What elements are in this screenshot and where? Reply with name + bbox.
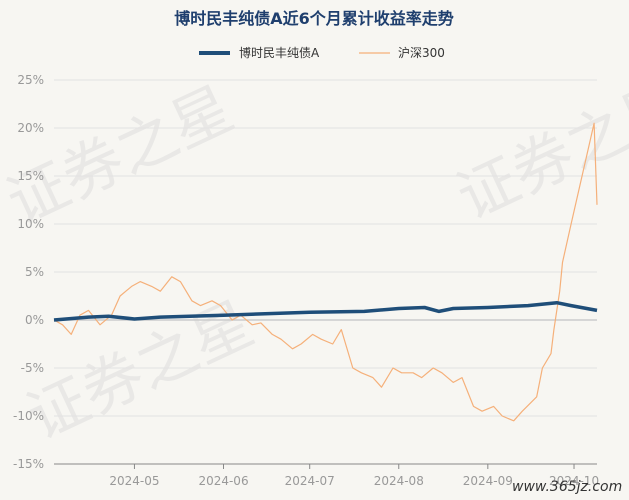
y-tick-label: 20% [17, 121, 44, 135]
legend-item-index[interactable]: 沪深300 [359, 46, 445, 60]
watermark-layer: 证券之星 证券之星 证券之星 [0, 69, 629, 454]
x-axis: 2024-05 2024-06 2024-07 2024-08 2024-09 2024-… [54, 463, 599, 488]
y-tick-label: 10% [17, 217, 44, 231]
y-tick-label: -10% [13, 409, 44, 423]
legend-label-fund: 博时民丰纯债A [239, 45, 320, 60]
y-tick-label: 25% [17, 73, 44, 87]
series-line-index [53, 122, 598, 422]
series-line-fund [53, 300, 598, 322]
legend: 博时民丰纯债A 沪深300 [199, 45, 445, 60]
legend-label-index: 沪深300 [398, 46, 445, 60]
y-tick-label: -15% [13, 457, 44, 471]
x-tick-label: 2024-05 [109, 474, 159, 488]
x-tick-label: 2024-08 [374, 474, 424, 488]
y-tick-label: 15% [17, 169, 44, 183]
x-tick-label: 2024-09 [463, 474, 513, 488]
watermark-text: 证券之星 [0, 74, 244, 239]
x-tick-label: 2024-10 [549, 474, 599, 488]
y-tick-label: -5% [21, 361, 44, 375]
site-watermark: www.365jz.com [512, 479, 622, 495]
x-tick-label: 2024-07 [285, 474, 335, 488]
x-tick-label: 2024-06 [198, 474, 248, 488]
watermark-text: 证券之星 [447, 69, 629, 234]
series-layer [53, 122, 598, 422]
chart-title: 博时民丰纯债A近6个月累计收益率走势 [174, 9, 454, 28]
y-axis: 25% 20% 15% 10% 5% 0% -5% -10% -15% [13, 73, 44, 471]
legend-item-fund[interactable]: 博时民丰纯债A [199, 45, 320, 60]
y-tick-label: 0% [25, 313, 44, 327]
y-tick-label: 5% [25, 265, 44, 279]
